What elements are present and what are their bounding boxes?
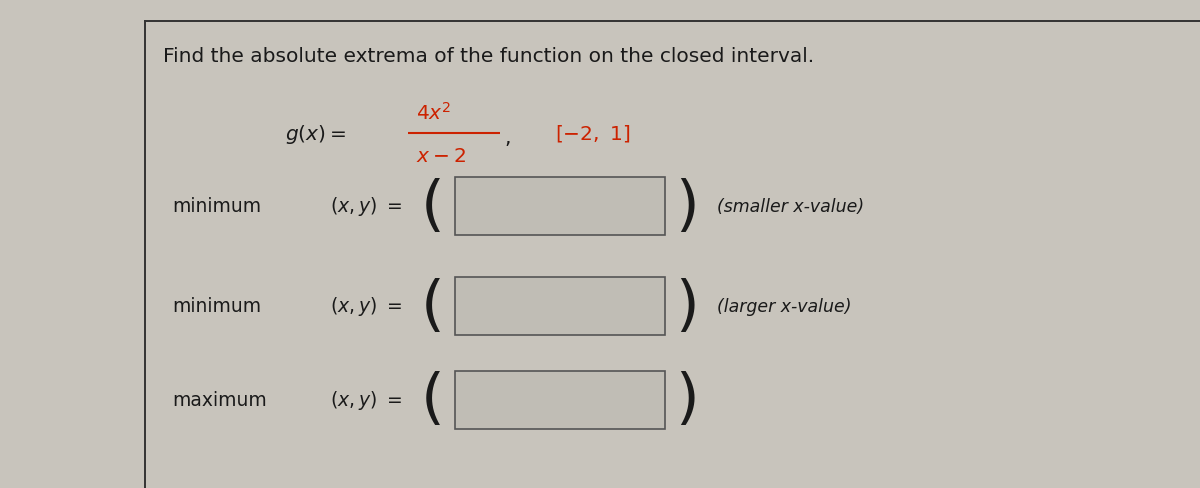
Text: maximum: maximum xyxy=(172,391,266,409)
Text: ): ) xyxy=(674,277,698,336)
Text: $[-2,\ 1]$: $[-2,\ 1]$ xyxy=(554,123,630,144)
FancyBboxPatch shape xyxy=(455,278,665,335)
Text: (: ( xyxy=(421,177,445,236)
Text: $(x, y)\ =$: $(x, y)\ =$ xyxy=(330,295,402,318)
Text: $4x^2$: $4x^2$ xyxy=(416,102,451,123)
Text: (: ( xyxy=(421,277,445,336)
Text: minimum: minimum xyxy=(172,197,262,216)
FancyBboxPatch shape xyxy=(455,178,665,236)
Text: minimum: minimum xyxy=(172,297,262,316)
Text: $g(x) =$: $g(x) =$ xyxy=(286,122,346,145)
Text: ,: , xyxy=(504,128,510,147)
Text: (: ( xyxy=(421,371,445,429)
Text: (larger x-value): (larger x-value) xyxy=(718,297,852,315)
Text: Find the absolute extrema of the function on the closed interval.: Find the absolute extrema of the functio… xyxy=(163,47,814,66)
Text: $(x, y)\ =$: $(x, y)\ =$ xyxy=(330,389,402,412)
Text: $x - 2$: $x - 2$ xyxy=(416,146,466,165)
FancyBboxPatch shape xyxy=(455,371,665,429)
Text: (smaller x-value): (smaller x-value) xyxy=(718,198,864,216)
Text: ): ) xyxy=(674,371,698,429)
Text: $(x, y)\ =$: $(x, y)\ =$ xyxy=(330,195,402,218)
Text: ): ) xyxy=(674,177,698,236)
